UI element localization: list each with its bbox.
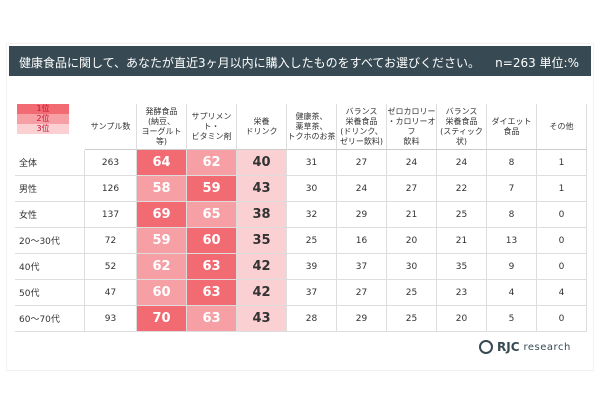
table-cell: 27 [337, 280, 387, 306]
table-cell: 8 [487, 202, 537, 228]
table-cell: 39 [287, 254, 337, 280]
table-cell: 24 [437, 150, 487, 176]
table-cell: 0 [537, 306, 587, 332]
table-cell: 5 [487, 306, 537, 332]
table-cell: 35 [437, 254, 487, 280]
sample-unit-text: n=263 単位:% [495, 56, 579, 70]
table-cell: 25 [387, 306, 437, 332]
rjc-research-logo: RJC research [479, 340, 571, 354]
table-cell: 42 [237, 280, 287, 306]
table-cell: 25 [287, 228, 337, 254]
table-cell: 63 [187, 280, 237, 306]
table-cell: 59 [137, 228, 187, 254]
table-cell: 0 [537, 228, 587, 254]
column-header: サプリメント・ ビタミン剤 [187, 104, 237, 150]
table-cell: 38 [237, 202, 287, 228]
table-cell: 8 [487, 150, 537, 176]
row-label: 40代 [15, 254, 85, 280]
table-cell: 126 [85, 176, 137, 202]
table-cell: 29 [337, 306, 387, 332]
table-cell: 20 [437, 306, 487, 332]
table-cell: 1 [537, 176, 587, 202]
table-cell: 24 [337, 176, 387, 202]
slide-panel [7, 44, 593, 370]
table-cell: 58 [137, 176, 187, 202]
logo-rjc-text: RJC [497, 340, 520, 354]
table-cell: 4 [537, 280, 587, 306]
table-cell: 37 [287, 280, 337, 306]
row-label: 男性 [15, 176, 85, 202]
table-cell: 25 [387, 280, 437, 306]
table-cell: 32 [287, 202, 337, 228]
logo-research-text: research [523, 341, 571, 353]
table-cell: 0 [537, 254, 587, 280]
table-cell: 47 [85, 280, 137, 306]
table-cell: 27 [337, 150, 387, 176]
legend-rank3: 3位 [17, 124, 69, 134]
table-cell: 60 [137, 280, 187, 306]
column-header: ゼロカロリー ・カロリーオフ 飲料 [387, 104, 437, 150]
table-cell: 9 [487, 254, 537, 280]
table-cell: 0 [537, 202, 587, 228]
table-cell: 4 [487, 280, 537, 306]
table-cell: 24 [387, 150, 437, 176]
table-cell: 21 [437, 228, 487, 254]
column-header: その他 [537, 104, 587, 150]
table-cell: 63 [187, 254, 237, 280]
table-cell: 65 [187, 202, 237, 228]
table-cell: 42 [237, 254, 287, 280]
column-header: バランス 栄養食品 (ドリンク、 ゼリー飲料) [337, 104, 387, 150]
table-cell: 43 [237, 306, 287, 332]
column-header: 健康茶、 薬草茶、 トクホのお茶 [287, 104, 337, 150]
table-cell: 13 [487, 228, 537, 254]
column-header: 栄養 ドリンク [237, 104, 287, 150]
table-cell: 70 [137, 306, 187, 332]
table-cell: 23 [437, 280, 487, 306]
table-cell: 30 [387, 254, 437, 280]
column-header: 発酵食品 (納豆、 ヨーグルト等) [137, 104, 187, 150]
table-cell: 69 [137, 202, 187, 228]
table-cell: 27 [387, 176, 437, 202]
table-cell: 137 [85, 202, 137, 228]
table-cell: 30 [287, 176, 337, 202]
table-cell: 37 [337, 254, 387, 280]
row-label: 50代 [15, 280, 85, 306]
column-header: サンプル数 [85, 104, 137, 150]
table-cell: 35 [237, 228, 287, 254]
row-label: 女性 [15, 202, 85, 228]
table-cell: 16 [337, 228, 387, 254]
table-cell: 93 [85, 306, 137, 332]
table-cell: 21 [387, 202, 437, 228]
logo-circle-icon [479, 340, 493, 354]
table-cell: 31 [287, 150, 337, 176]
table-cell: 29 [337, 202, 387, 228]
table-cell: 22 [437, 176, 487, 202]
table-cell: 64 [137, 150, 187, 176]
table-cell: 20 [387, 228, 437, 254]
table-cell: 52 [85, 254, 137, 280]
table-cell: 63 [187, 306, 237, 332]
column-header: バランス 栄養食品 (スティック状) [437, 104, 487, 150]
table-cell: 1 [537, 150, 587, 176]
table-cell: 28 [287, 306, 337, 332]
rank-legend: 1位 2位 3位 [17, 104, 69, 134]
table-cell: 62 [137, 254, 187, 280]
table-cell: 40 [237, 150, 287, 176]
legend-rank1: 1位 [17, 104, 69, 114]
question-header-bar: 健康食品に関して、あなたが直近3ヶ月以内に購入したものをすべてお選びください。 … [9, 46, 591, 76]
legend-rank2: 2位 [17, 114, 69, 124]
table-cell: 62 [187, 150, 237, 176]
question-text: 健康食品に関して、あなたが直近3ヶ月以内に購入したものをすべてお選びください。 [19, 56, 480, 70]
row-label: 60～70代 [15, 306, 85, 332]
table-cell: 43 [237, 176, 287, 202]
column-header: ダイエット 食品 [487, 104, 537, 150]
table-cell: 59 [187, 176, 237, 202]
table-cell: 7 [487, 176, 537, 202]
table-cell: 263 [85, 150, 137, 176]
table-cell: 25 [437, 202, 487, 228]
row-label: 20～30代 [15, 228, 85, 254]
table-cell: 72 [85, 228, 137, 254]
table-cell: 60 [187, 228, 237, 254]
row-label: 全体 [15, 150, 85, 176]
